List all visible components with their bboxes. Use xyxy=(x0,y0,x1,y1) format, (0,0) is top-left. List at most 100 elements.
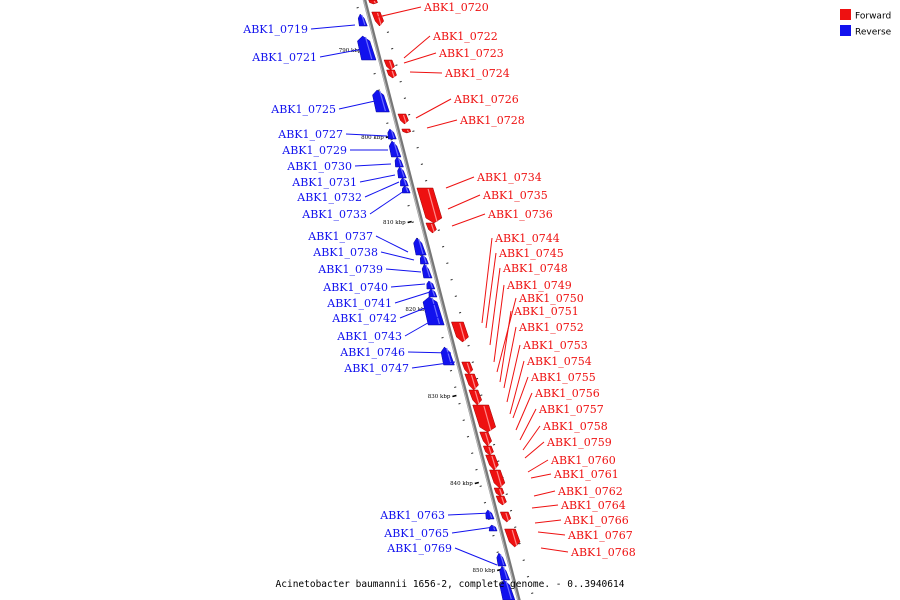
forward-gene-label[interactable]: ABK1_0734 xyxy=(476,171,542,184)
forward-gene-label[interactable]: ABK1_0762 xyxy=(557,485,623,498)
forward-gene-label[interactable]: ABK1_0726 xyxy=(453,93,519,106)
forward-gene-label[interactable]: ABK1_0720 xyxy=(423,1,489,14)
reverse-gene-label[interactable]: ABK1_0769 xyxy=(386,542,452,555)
forward-gene-leader xyxy=(403,52,437,64)
reverse-gene-shine xyxy=(390,129,395,139)
forward-gene-label[interactable]: ABK1_0751 xyxy=(513,305,579,318)
reverse-gene-label[interactable]: ABK1_0739 xyxy=(317,263,383,276)
genome-axis-line xyxy=(362,0,521,600)
reverse-gene-feature[interactable] xyxy=(421,263,433,279)
reverse-gene-label[interactable]: ABK1_0765 xyxy=(383,527,449,540)
reverse-gene-feature[interactable] xyxy=(388,140,402,158)
forward-gene-label[interactable]: ABK1_0766 xyxy=(563,514,629,527)
forward-gene-label[interactable]: ABK1_0761 xyxy=(553,468,619,481)
forward-gene-label[interactable]: ABK1_0754 xyxy=(526,355,592,368)
axis-minor-tick xyxy=(492,534,495,537)
reverse-gene-shine xyxy=(361,14,366,26)
axis-minor-tick xyxy=(454,295,457,297)
forward-gene-label[interactable]: ABK1_0759 xyxy=(546,436,612,449)
reverse-gene-feature[interactable] xyxy=(413,237,427,256)
axis-minor-tick xyxy=(399,80,402,83)
forward-gene-feature[interactable] xyxy=(368,0,378,5)
forward-gene-label[interactable]: ABK1_0724 xyxy=(444,67,510,80)
reverse-gene-label[interactable]: ABK1_0725 xyxy=(270,103,336,116)
reverse-gene-label[interactable]: ABK1_0737 xyxy=(307,230,373,243)
reverse-gene-label[interactable]: ABK1_0740 xyxy=(322,281,388,294)
reverse-gene-leader xyxy=(375,235,409,253)
forward-gene-feature[interactable] xyxy=(386,69,397,79)
forward-gene-label[interactable]: ABK1_0750 xyxy=(518,292,584,305)
reverse-gene-label[interactable]: ABK1_0721 xyxy=(251,51,317,64)
forward-gene-label[interactable]: ABK1_0728 xyxy=(459,114,525,127)
axis-minor-tick xyxy=(526,575,530,578)
gene-labels: ABK1_0719 ABK1_0721 ABK1_0725 ABK1_0727 ABK1… xyxy=(242,1,636,566)
reverse-gene-label[interactable]: ABK1_0727 xyxy=(277,128,343,141)
axis-minor-tick xyxy=(462,419,465,421)
kbp-tick-label: 800 kbp xyxy=(361,135,384,141)
reverse-gene-feature[interactable] xyxy=(372,89,390,113)
reverse-gene-label[interactable]: ABK1_0743 xyxy=(336,330,402,343)
reverse-gene-label[interactable]: ABK1_0763 xyxy=(379,509,445,522)
forward-gene-shine xyxy=(483,405,492,432)
forward-gene-label[interactable]: ABK1_0736 xyxy=(487,208,553,221)
reverse-gene-feature[interactable] xyxy=(440,346,455,366)
reverse-gene-feature[interactable] xyxy=(422,296,445,326)
reverse-gene-shine xyxy=(429,281,434,289)
reverse-gene-label[interactable]: ABK1_0741 xyxy=(326,297,392,310)
forward-gene-label[interactable]: ABK1_0723 xyxy=(438,47,504,60)
forward-gene-shine xyxy=(485,432,490,446)
forward-gene-label[interactable]: ABK1_0756 xyxy=(534,387,600,400)
axis-minor-tick xyxy=(395,64,398,66)
forward-gene-label[interactable]: ABK1_0745 xyxy=(498,247,564,260)
reverse-gene-label[interactable]: ABK1_0738 xyxy=(312,246,378,259)
reverse-gene-shine xyxy=(403,178,407,186)
forward-gene-feature[interactable] xyxy=(472,404,496,433)
forward-gene-label[interactable]: ABK1_0748 xyxy=(502,262,568,275)
forward-gene-feature[interactable] xyxy=(493,487,505,497)
forward-gene-leader xyxy=(533,490,556,497)
forward-gene-label[interactable]: ABK1_0757 xyxy=(538,403,604,416)
reverse-gene-leader xyxy=(454,547,498,566)
forward-gene-label[interactable]: ABK1_0722 xyxy=(432,30,498,43)
kbp-tick-label: 830 kbp xyxy=(428,394,451,400)
forward-gene-label[interactable]: ABK1_0749 xyxy=(506,279,572,292)
reverse-gene-feature[interactable] xyxy=(499,565,511,581)
reverse-gene-label[interactable]: ABK1_0746 xyxy=(339,346,405,359)
forward-gene-label[interactable]: ABK1_0753 xyxy=(522,339,588,352)
forward-gene-leader xyxy=(512,376,529,419)
reverse-gene-label[interactable]: ABK1_0732 xyxy=(296,191,362,204)
axis-minor-tick xyxy=(518,542,521,545)
forward-gene-leader xyxy=(503,326,517,389)
reverse-gene-feature[interactable] xyxy=(499,579,516,600)
forward-gene-label[interactable]: ABK1_0744 xyxy=(494,232,560,245)
reverse-gene-label[interactable]: ABK1_0729 xyxy=(281,144,347,157)
forward-gene-label[interactable]: ABK1_0758 xyxy=(542,420,608,433)
axis-minor-tick xyxy=(471,361,474,363)
forward-gene-feature[interactable] xyxy=(416,187,443,224)
gene-features xyxy=(357,0,521,600)
forward-gene-leader xyxy=(415,98,452,119)
forward-gene-feature[interactable] xyxy=(401,128,412,134)
reverse-gene-label[interactable]: ABK1_0731 xyxy=(291,176,357,189)
forward-gene-label[interactable]: ABK1_0768 xyxy=(570,546,636,559)
legend-forward-label: Forward xyxy=(855,12,891,22)
forward-gene-leader xyxy=(481,237,493,324)
forward-gene-label[interactable]: ABK1_0764 xyxy=(560,499,626,512)
reverse-gene-label[interactable]: ABK1_0733 xyxy=(301,208,367,221)
reverse-gene-label[interactable]: ABK1_0730 xyxy=(286,160,352,173)
forward-gene-label[interactable]: ABK1_0767 xyxy=(567,529,633,542)
forward-gene-label[interactable]: ABK1_0735 xyxy=(482,189,548,202)
reverse-gene-label[interactable]: ABK1_0742 xyxy=(331,312,397,325)
forward-gene-label[interactable]: ABK1_0752 xyxy=(518,321,584,334)
legend-reverse-swatch xyxy=(840,25,851,36)
forward-gene-label[interactable]: ABK1_0755 xyxy=(530,371,596,384)
genome-axis-highlight xyxy=(363,0,519,600)
axis-minor-tick xyxy=(391,47,394,50)
forward-gene-label[interactable]: ABK1_0760 xyxy=(550,454,616,467)
reverse-gene-label[interactable]: ABK1_0747 xyxy=(343,362,409,375)
forward-gene-leader xyxy=(515,392,533,431)
reverse-gene-leader xyxy=(359,174,396,183)
reverse-gene-label[interactable]: ABK1_0719 xyxy=(242,23,308,36)
axis-minor-tick xyxy=(466,435,470,438)
